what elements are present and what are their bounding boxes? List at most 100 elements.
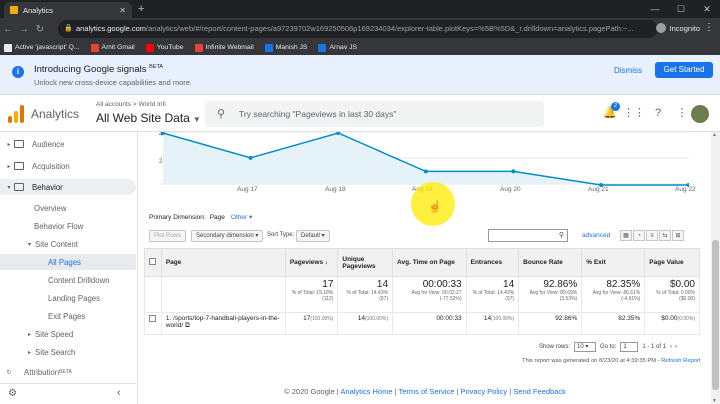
close-window-icon[interactable]: ✕ — [703, 4, 711, 14]
sidebar-item-landing-pages[interactable]: Landing Pages — [48, 293, 101, 303]
select-all-checkbox[interactable] — [149, 258, 156, 265]
row-checkbox[interactable] — [149, 315, 156, 322]
sidebar-item-behavior[interactable]: ▾ Behavior — [0, 179, 136, 195]
sidebar-item-exit-pages[interactable]: Exit Pages — [48, 311, 86, 321]
analytics-logo-icon[interactable] — [8, 105, 24, 123]
chart-point[interactable] — [599, 183, 603, 187]
chart-point[interactable] — [248, 155, 253, 160]
performance-view-icon[interactable]: ≡ — [646, 230, 658, 241]
col-page-value[interactable]: Page Value — [644, 248, 700, 277]
page-scrollbar[interactable]: ▲ ▼ — [711, 132, 720, 404]
browser-menu-icon[interactable]: ⋮ — [704, 22, 714, 33]
primary-dimension-page[interactable]: Page — [209, 214, 225, 221]
back-icon[interactable]: ← — [3, 23, 13, 35]
data-view-icon[interactable]: ▦ — [620, 230, 632, 241]
browser-tab[interactable]: Analytics ✕ — [4, 2, 132, 18]
show-rows-select[interactable]: 10 ▾ — [574, 342, 597, 352]
page-link[interactable]: /sports/top-7-handball-players-in-the-wo… — [165, 315, 280, 329]
secondary-dimension-dropdown[interactable]: Secondary dimension ▾ — [191, 230, 264, 242]
prev-page-icon[interactable]: ‹ — [670, 344, 673, 350]
footer-link-feedback[interactable]: Send Feedback — [513, 387, 566, 396]
table-search-input[interactable]: ⚲ — [488, 229, 568, 242]
collapse-sidebar-icon[interactable]: ‹ — [117, 387, 121, 399]
chart-point[interactable] — [511, 169, 516, 174]
reload-icon[interactable]: ↻ — [35, 23, 45, 35]
x-tick-label: Aug 21 — [588, 186, 609, 193]
close-tab-icon[interactable]: ✕ — [119, 5, 126, 15]
col-page[interactable]: Page — [160, 248, 286, 277]
avatar[interactable] — [691, 105, 709, 123]
refresh-report-link[interactable]: Refresh Report — [661, 358, 701, 364]
more-vert-icon[interactable]: ⋮ — [676, 107, 688, 119]
new-tab-icon[interactable]: + — [138, 3, 145, 15]
col-avg-time[interactable]: Avg. Time on Page — [392, 248, 467, 277]
incognito-indicator[interactable]: Incognito — [655, 23, 700, 33]
search-input[interactable]: ⚲ Try searching "Pageviews in last 30 da… — [205, 101, 544, 127]
row-bounce: 92.86% — [518, 312, 583, 335]
col-pageviews[interactable]: Pageviews ↓ — [284, 248, 339, 277]
bookmark-item[interactable]: Active 'javascript' Q... — [4, 43, 80, 52]
next-page-icon[interactable]: › — [675, 344, 678, 350]
sidebar-item-site-speed[interactable]: ▸ Site Speed — [28, 329, 74, 339]
scroll-down-icon[interactable]: ▼ — [712, 398, 717, 404]
bookmark-item[interactable]: Arnav JS — [318, 43, 357, 52]
view-selector[interactable]: All Web Site Data ▼ — [96, 111, 201, 125]
product-name[interactable]: Analytics — [31, 107, 80, 121]
open-page-icon[interactable]: ⧉ — [184, 322, 190, 329]
plot-rows-button[interactable]: Plot Rows — [149, 230, 187, 242]
sidebar-item-acquisition[interactable]: ▸ Acquisition — [0, 158, 136, 174]
advanced-filter-link[interactable]: advanced — [582, 232, 611, 239]
help-icon[interactable]: ? — [654, 106, 662, 119]
bookmark-item[interactable]: YouTube — [145, 43, 184, 52]
browser-toolbar: ← → ↻ 🔒 analytics.google.com/analytics/w… — [0, 18, 720, 40]
dismiss-button[interactable]: Dismiss — [614, 66, 642, 75]
sidebar-item-behavior-flow[interactable]: Behavior Flow — [34, 221, 84, 231]
bookmark-item[interactable]: Infinite Webmail — [194, 43, 254, 52]
notifications-icon[interactable]: 🔔 2 — [598, 102, 622, 119]
scroll-up-icon[interactable]: ▲ — [712, 132, 717, 138]
percentage-view-icon[interactable]: ◔ — [633, 230, 645, 241]
bookmark-item[interactable]: Amit Gmail — [90, 43, 135, 52]
footer-link-analytics-home[interactable]: Analytics Home — [340, 387, 393, 396]
sidebar-item-all-pages[interactable]: All Pages — [0, 254, 136, 270]
sidebar-item-site-search[interactable]: ▸ Site Search — [28, 347, 76, 357]
chart-point[interactable] — [423, 169, 428, 174]
get-started-button[interactable]: Get Started — [655, 62, 713, 78]
goto-input[interactable]: 1 — [620, 342, 639, 352]
footer-link-privacy[interactable]: Privacy Policy — [460, 387, 508, 396]
row-exit: 82.35% — [581, 312, 646, 335]
table-row[interactable]: 1. /sports/top-7-handball-players-in-the… — [144, 312, 700, 335]
forward-icon[interactable]: → — [19, 23, 29, 35]
apps-grid-icon[interactable]: ⋮⋮ — [623, 107, 645, 119]
sidebar-item-overview[interactable]: Overview — [34, 203, 67, 213]
info-icon: i — [12, 66, 24, 78]
bookmark-item[interactable]: Manish JS — [264, 43, 307, 52]
show-rows-label: Show rows: — [539, 344, 571, 350]
account-breadcrumb[interactable]: All accounts > World Infi — [96, 101, 166, 108]
address-bar[interactable]: 🔒 analytics.google.com/analytics/web/#/r… — [58, 20, 658, 38]
sort-type-dropdown[interactable]: Default ▾ — [296, 230, 330, 242]
other-dimension-link[interactable]: Other ▾ — [230, 214, 253, 221]
scrollbar-thumb[interactable] — [712, 240, 719, 390]
report-content: 4 2 Aug 17 Aug 18 Aug 19 Aug 20 Aug 21 A… — [139, 132, 711, 404]
sidebar-item-content-drilldown[interactable]: Content Drilldown — [48, 275, 110, 285]
sidebar-item-site-content[interactable]: ▾ Site Content — [28, 239, 78, 249]
chart-area-fill — [163, 133, 689, 185]
minimize-icon[interactable]: — — [650, 4, 660, 14]
comparison-view-icon[interactable]: ⇆ — [659, 230, 671, 241]
chart-point[interactable] — [161, 132, 165, 135]
col-unique-pageviews[interactable]: Unique Pageviews — [337, 248, 394, 277]
pivot-view-icon[interactable]: ⊞ — [672, 230, 684, 241]
chart-point[interactable] — [336, 132, 341, 135]
col-entrances[interactable]: Entrances — [465, 248, 520, 277]
url-path: /analytics/web/#/report/content-pages/a9… — [146, 24, 634, 33]
search-icon[interactable]: ⚲ — [558, 232, 564, 239]
sidebar-item-audience[interactable]: ▸ Audience — [0, 136, 136, 152]
col-bounce-rate[interactable]: Bounce Rate — [518, 248, 583, 277]
primary-dimension: Primary Dimension: Page Other ▾ — [149, 214, 253, 221]
footer-link-terms[interactable]: Terms of Service — [398, 387, 455, 396]
sidebar-item-attribution[interactable]: ↻ Attribution BETA — [0, 364, 136, 380]
gear-icon[interactable]: ⚙ — [8, 388, 17, 399]
maximize-icon[interactable]: ☐ — [676, 4, 686, 14]
col-exit[interactable]: % Exit — [581, 248, 646, 277]
